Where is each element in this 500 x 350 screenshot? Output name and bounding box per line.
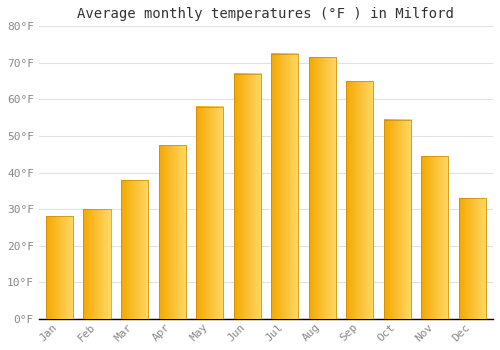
Bar xyxy=(158,145,186,319)
Bar xyxy=(84,209,110,319)
Bar xyxy=(459,198,486,319)
Bar xyxy=(196,107,223,319)
Title: Average monthly temperatures (°F ) in Milford: Average monthly temperatures (°F ) in Mi… xyxy=(78,7,454,21)
Bar xyxy=(422,156,448,319)
Bar xyxy=(121,180,148,319)
Bar xyxy=(384,120,411,319)
Bar xyxy=(308,57,336,319)
Bar xyxy=(346,81,374,319)
Bar xyxy=(46,216,73,319)
Bar xyxy=(234,74,260,319)
Bar xyxy=(271,54,298,319)
